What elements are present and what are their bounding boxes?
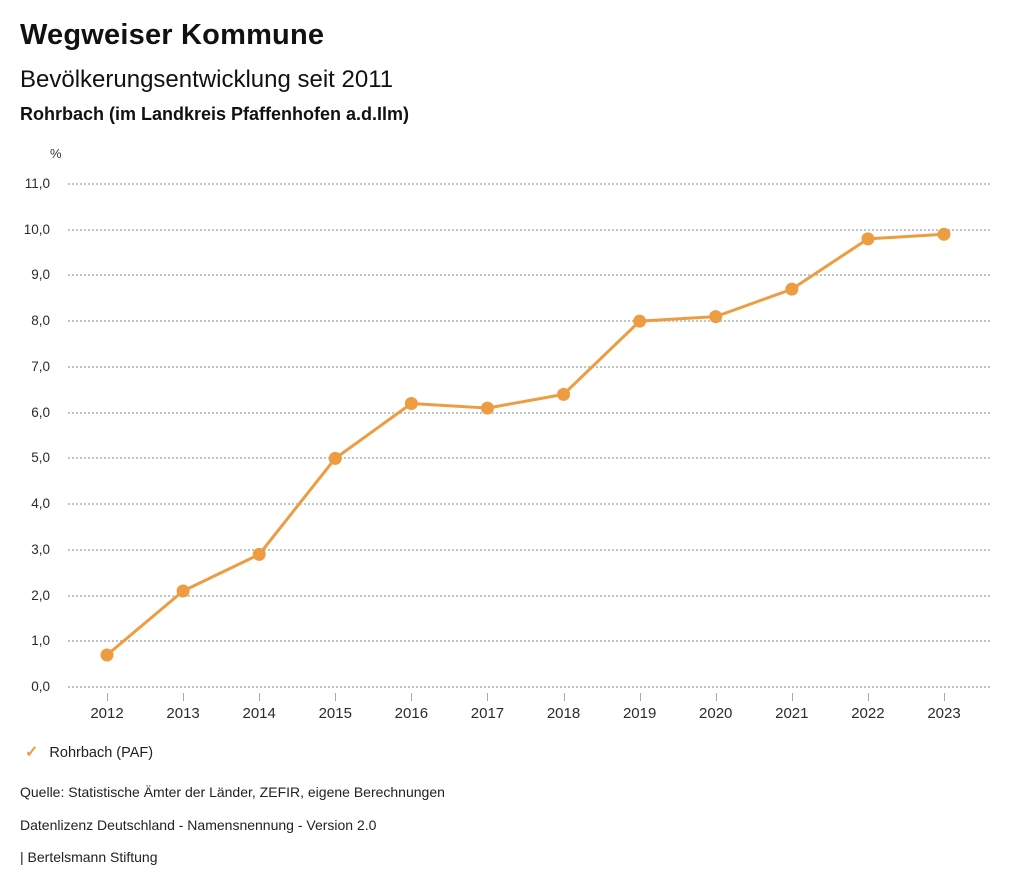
data-point-2017[interactable] xyxy=(480,401,494,415)
x-axis-tick xyxy=(487,693,489,701)
x-axis-tick xyxy=(411,693,413,701)
x-axis-tick-label: 2016 xyxy=(394,705,429,722)
y-axis-tick-label: 0,0 xyxy=(31,679,50,694)
x-axis-tick-label: 2012 xyxy=(90,705,124,722)
x-axis-tick-label: 2017 xyxy=(470,705,505,722)
data-point-2019[interactable] xyxy=(633,314,647,328)
x-axis-tick xyxy=(639,693,641,701)
y-axis-tick-label: 6,0 xyxy=(31,404,50,420)
x-axis-tick-label: 2023 xyxy=(927,705,961,722)
legend-check-icon: ✓ xyxy=(25,744,39,761)
gridline xyxy=(68,411,990,414)
data-point-2021[interactable] xyxy=(785,282,799,296)
x-axis-tick xyxy=(867,693,869,701)
y-axis-tick-label: 9,0 xyxy=(31,267,50,283)
y-axis-tick-label: 3,0 xyxy=(31,541,50,557)
y-axis-tick-label: 2,0 xyxy=(31,587,50,603)
y-axis-tick-label: 10,0 xyxy=(23,221,50,237)
data-point-2016[interactable] xyxy=(404,396,418,410)
y-axis-tick-label: 11,0 xyxy=(24,176,50,191)
x-axis-tick xyxy=(944,693,945,701)
x-axis-tick xyxy=(183,693,185,701)
region-title: Rohrbach (im Landkreis Pfaffenhofen a.d.… xyxy=(20,104,410,124)
footer: Quelle: Statistische Ämter der Länder, Z… xyxy=(20,785,445,883)
gridline xyxy=(68,228,990,231)
data-point-2020[interactable] xyxy=(709,310,723,324)
legend-label: Rohrbach (PAF) xyxy=(49,745,154,761)
data-point-2012[interactable] xyxy=(100,648,114,662)
y-axis-tick-label: 7,0 xyxy=(31,358,50,374)
gridline xyxy=(68,365,990,368)
x-axis-tick xyxy=(791,693,793,701)
x-axis-tick xyxy=(563,693,565,701)
x-axis-tick xyxy=(259,693,261,701)
gridline xyxy=(68,274,990,277)
gridline xyxy=(68,503,990,506)
data-point-2018[interactable] xyxy=(557,387,571,401)
gridline xyxy=(68,640,990,643)
gridline xyxy=(68,548,990,551)
data-point-2014[interactable] xyxy=(252,547,266,561)
license-note: Datenlizenz Deutschland - Namensnennung … xyxy=(20,816,377,833)
legend-item-rohrbach[interactable]: ✓ Rohrbach (PAF) xyxy=(25,744,153,762)
x-axis-tick-label: 2020 xyxy=(699,705,733,722)
x-axis-tick xyxy=(715,693,717,701)
data-point-2023[interactable] xyxy=(937,227,951,241)
gridline xyxy=(68,320,990,323)
y-axis-tick-label: 1,0 xyxy=(31,633,50,649)
data-point-2013[interactable] xyxy=(176,584,190,598)
y-axis-tick-label: 4,0 xyxy=(31,496,50,512)
population-line xyxy=(105,232,946,657)
x-axis-tick-label: 2019 xyxy=(622,705,657,722)
x-axis-tick-label: 2018 xyxy=(546,705,581,722)
gridline xyxy=(68,457,990,460)
y-axis-tick-label: 8,0 xyxy=(31,313,50,329)
page-title: Wegweiser Kommune xyxy=(20,19,325,51)
data-point-2015[interactable] xyxy=(328,451,342,465)
y-axis-unit-label: % xyxy=(50,146,62,161)
x-axis-tick-label: 2015 xyxy=(318,705,352,722)
data-point-2022[interactable] xyxy=(861,232,875,246)
x-axis-tick-label: 2022 xyxy=(851,705,885,722)
gridline xyxy=(68,183,990,185)
x-axis-tick-label: 2013 xyxy=(166,705,200,722)
gridline xyxy=(68,594,990,597)
y-axis-tick-label: 5,0 xyxy=(31,450,50,466)
source-note: Quelle: Statistische Ämter der Länder, Z… xyxy=(20,784,445,800)
x-axis-tick-label: 2014 xyxy=(242,705,276,722)
attribution-note: | Bertelsmann Stiftung xyxy=(20,849,158,865)
gridline xyxy=(68,686,990,688)
chart-subtitle: Bevölkerungsentwicklung seit 2011 xyxy=(20,66,394,93)
x-axis-tick xyxy=(107,693,108,701)
x-axis-tick xyxy=(335,693,337,701)
x-axis-tick-label: 2021 xyxy=(775,705,809,722)
